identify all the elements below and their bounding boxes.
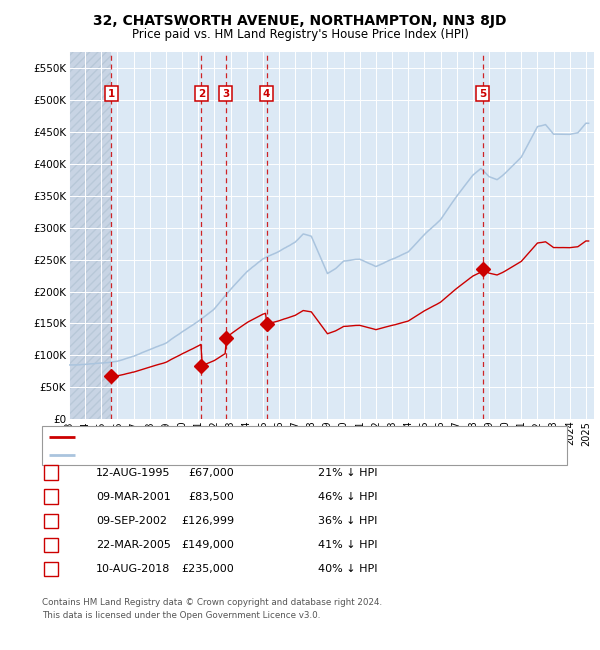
Text: 4: 4 (263, 88, 270, 99)
Text: HPI: Average price, detached house, West Northamptonshire: HPI: Average price, detached house, West… (81, 450, 383, 460)
Text: 12-AUG-1995: 12-AUG-1995 (96, 467, 170, 478)
Text: 46% ↓ HPI: 46% ↓ HPI (318, 491, 377, 502)
Bar (69, 52, 112, 419)
Text: 2: 2 (47, 491, 55, 502)
Text: 3: 3 (47, 515, 55, 526)
Text: £67,000: £67,000 (188, 467, 234, 478)
Text: 32, CHATSWORTH AVENUE, NORTHAMPTON, NN3 8JD (detached house): 32, CHATSWORTH AVENUE, NORTHAMPTON, NN3 … (81, 432, 436, 441)
Text: £235,000: £235,000 (181, 564, 234, 574)
Text: £126,999: £126,999 (181, 515, 234, 526)
Text: 4: 4 (47, 540, 55, 550)
Text: 1: 1 (47, 467, 55, 478)
Text: 41% ↓ HPI: 41% ↓ HPI (318, 540, 377, 550)
Text: £149,000: £149,000 (181, 540, 234, 550)
Text: 09-MAR-2001: 09-MAR-2001 (96, 491, 171, 502)
Text: 09-SEP-2002: 09-SEP-2002 (96, 515, 167, 526)
Text: 2: 2 (197, 88, 205, 99)
Text: 22-MAR-2005: 22-MAR-2005 (96, 540, 171, 550)
Text: 10-AUG-2018: 10-AUG-2018 (96, 564, 170, 574)
Text: 21% ↓ HPI: 21% ↓ HPI (318, 467, 377, 478)
Text: This data is licensed under the Open Government Licence v3.0.: This data is licensed under the Open Gov… (42, 611, 320, 620)
Text: 40% ↓ HPI: 40% ↓ HPI (318, 564, 377, 574)
Text: 5: 5 (47, 564, 55, 574)
Text: 1: 1 (107, 88, 115, 99)
Text: Price paid vs. HM Land Registry's House Price Index (HPI): Price paid vs. HM Land Registry's House … (131, 28, 469, 41)
Text: 36% ↓ HPI: 36% ↓ HPI (318, 515, 377, 526)
Text: £83,500: £83,500 (188, 491, 234, 502)
Text: 32, CHATSWORTH AVENUE, NORTHAMPTON, NN3 8JD: 32, CHATSWORTH AVENUE, NORTHAMPTON, NN3 … (93, 14, 507, 29)
Text: 3: 3 (222, 88, 229, 99)
Text: Contains HM Land Registry data © Crown copyright and database right 2024.: Contains HM Land Registry data © Crown c… (42, 598, 382, 607)
Text: 5: 5 (479, 88, 486, 99)
